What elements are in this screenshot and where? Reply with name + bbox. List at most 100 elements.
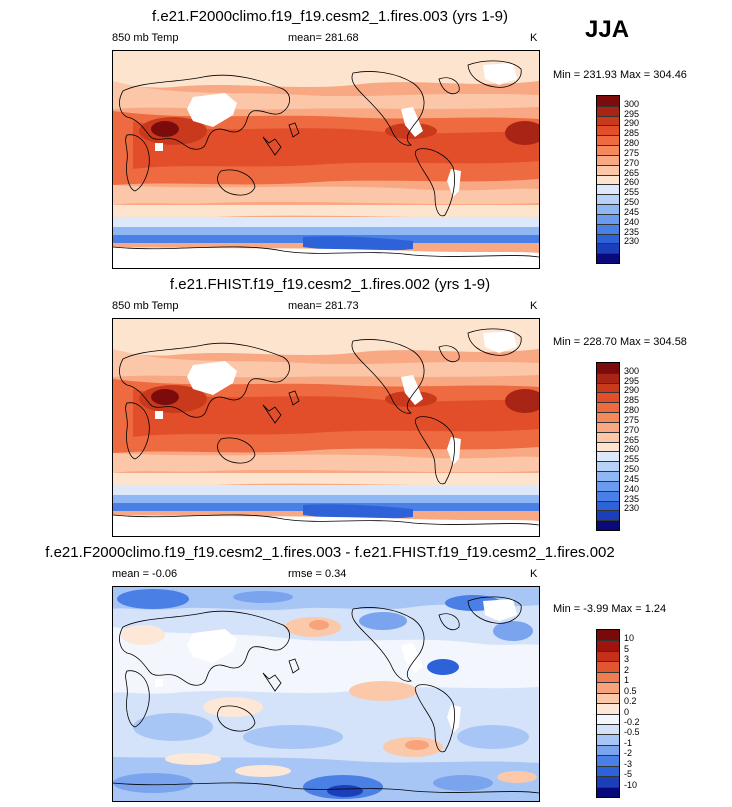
colorbar-tick-label: -5 <box>624 769 633 780</box>
colorbar-tick-label: -2 <box>624 748 633 759</box>
panel-2-colorbar <box>596 362 620 531</box>
panel-1-title: f.e21.F2000climo.f19_f19.cesm2_1.fires.0… <box>151 8 508 25</box>
panel-3-map <box>112 586 540 802</box>
colorbar-swatch <box>597 194 619 205</box>
colorbar-swatch <box>597 640 619 651</box>
colorbar-tick-label: 300 <box>624 98 640 109</box>
colorbar-tick-label: 10 <box>624 633 635 644</box>
colorbar-tick-label: 285 <box>624 128 640 139</box>
colorbar-swatch <box>597 363 619 373</box>
colorbar-swatch <box>597 744 619 756</box>
colorbar-swatch <box>597 703 619 714</box>
colorbar-tick-label: 0.5 <box>624 685 637 696</box>
colorbar-swatch <box>597 233 619 244</box>
colorbar-swatch <box>597 243 619 254</box>
colorbar-tick-label: 300 <box>624 365 640 376</box>
colorbar-tick-label: 260 <box>624 177 640 188</box>
colorbar-swatch <box>597 471 619 481</box>
colorbar-tick-label: 1 <box>624 675 630 686</box>
colorbar-swatch <box>597 421 619 432</box>
colorbar-swatch <box>597 461 619 472</box>
colorbar-swatch <box>597 661 619 672</box>
colorbar-swatch <box>597 650 619 662</box>
colorbar-swatch <box>597 96 619 106</box>
colorbar-tick-label: 235 <box>624 226 640 237</box>
colorbar-swatch <box>597 500 619 511</box>
colorbar-swatch <box>597 755 619 766</box>
colorbar-swatch <box>597 490 619 501</box>
colorbar-tick-label: -0.2 <box>624 716 640 727</box>
colorbar-swatch <box>597 125 619 136</box>
colorbar-swatch <box>597 154 619 165</box>
colorbar-tick-label: -0.5 <box>624 727 640 738</box>
colorbar-swatch <box>597 723 619 735</box>
colorbar-swatch <box>597 204 619 214</box>
colorbar-swatch <box>597 145 619 155</box>
panel-2-title: f.e21.FHIST.f19_f19.cesm2_1.fires.002 (y… <box>169 276 491 293</box>
colorbar-swatch <box>597 510 619 521</box>
colorbar-swatch <box>597 105 619 116</box>
colorbar-tick-label: 290 <box>624 118 640 129</box>
colorbar-tick-label: 270 <box>624 424 640 435</box>
colorbar-tick-label: 290 <box>624 385 640 396</box>
colorbar-tick-label: 280 <box>624 405 640 416</box>
colorbar-tick-label: -1 <box>624 737 633 748</box>
colorbar-swatch <box>597 412 619 422</box>
colorbar-tick-label: 270 <box>624 157 640 168</box>
colorbar-tick-label: 295 <box>624 108 640 119</box>
colorbar-tick-label: 5 <box>624 643 630 654</box>
colorbar-tick-label: 280 <box>624 138 640 149</box>
panel-2-map <box>112 318 540 537</box>
colorbar-tick-label: 260 <box>624 444 640 455</box>
colorbar-swatch <box>597 184 619 195</box>
colorbar-tick-label: 265 <box>624 434 640 445</box>
panel-1-variable-label: 850 mb Temp <box>112 32 179 44</box>
colorbar-swatch <box>597 776 619 787</box>
colorbar-tick-label: 240 <box>624 216 640 227</box>
panel-3-rmse-label: rmse = 0.34 <box>288 568 347 580</box>
colorbar-tick-label: -3 <box>624 758 633 769</box>
colorbar-swatch <box>597 223 619 234</box>
colorbar-tick-label: 0.2 <box>624 696 637 707</box>
colorbar-tick-label: 230 <box>624 503 640 514</box>
colorbar-swatch <box>597 392 619 403</box>
panel-3-mean-label: mean = -0.06 <box>112 568 178 580</box>
colorbar-swatch <box>597 765 619 777</box>
panel-3-title: f.e21.F2000climo.f19_f19.cesm2_1.fires.0… <box>45 544 615 561</box>
colorbar-tick-label: 265 <box>624 167 640 178</box>
colorbar-swatch <box>597 174 619 185</box>
colorbar-tick-label: -10 <box>624 779 638 790</box>
colorbar-swatch <box>597 441 619 452</box>
colorbar-swatch <box>597 115 619 126</box>
colorbar-tick-label: 235 <box>624 493 640 504</box>
colorbar-swatch <box>597 671 619 683</box>
colorbar-tick-label: 2 <box>624 664 630 675</box>
colorbar-tick-label: 250 <box>624 197 640 208</box>
colorbar-tick-label: 275 <box>624 414 640 425</box>
colorbar-swatch <box>597 164 619 175</box>
colorbar-tick-label: 275 <box>624 147 640 158</box>
colorbar-tick-label: 295 <box>624 375 640 386</box>
colorbar-swatch <box>597 135 619 146</box>
panel-3-colorbar <box>596 629 620 798</box>
colorbar-swatch <box>597 372 619 383</box>
panel-2-minmax: Min = 228.70 Max = 304.58 <box>553 336 687 348</box>
colorbar-swatch <box>597 713 619 724</box>
panel-1-minmax: Min = 231.93 Max = 304.46 <box>553 69 687 81</box>
panel-1-units-label: K <box>530 32 538 44</box>
season-label: JJA <box>585 16 630 43</box>
colorbar-swatch <box>597 382 619 393</box>
colorbar-tick-label: 285 <box>624 395 640 406</box>
colorbar-tick-label: 3 <box>624 654 630 665</box>
colorbar-tick-label: 245 <box>624 473 640 484</box>
colorbar-tick-label: 230 <box>624 236 640 247</box>
colorbar-swatch <box>597 431 619 442</box>
colorbar-swatch <box>597 402 619 413</box>
colorbar-swatch <box>597 786 619 797</box>
panel-1-mean-label: mean= 281.68 <box>288 32 359 44</box>
panel-1-colorbar <box>596 95 620 264</box>
panel-2-variable-label: 850 mb Temp <box>112 300 179 312</box>
panel-3-units-label: K <box>530 568 538 580</box>
panel-3-minmax: Min = -3.99 Max = 1.24 <box>553 603 667 615</box>
colorbar-tick-label: 240 <box>624 483 640 494</box>
